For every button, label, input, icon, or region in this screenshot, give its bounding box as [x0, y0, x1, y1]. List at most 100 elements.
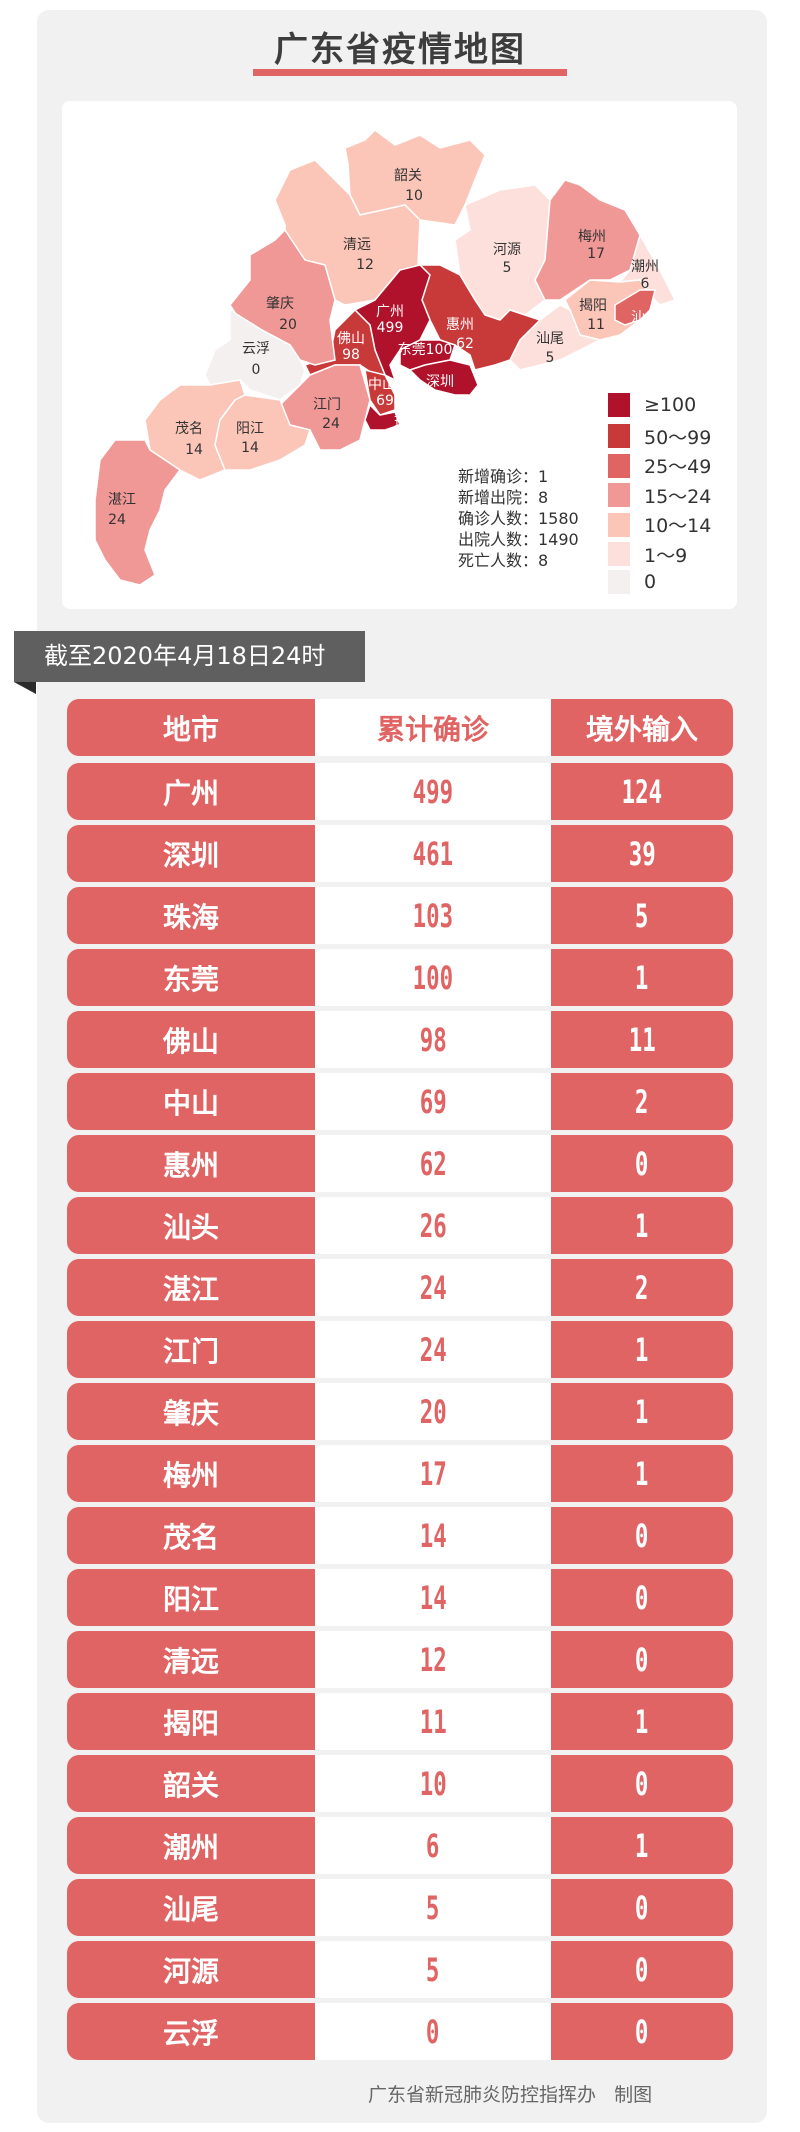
- imported-value: 124: [621, 772, 663, 811]
- table-row: 江门 24 1: [67, 1321, 733, 1378]
- imported-value: 0: [635, 2012, 649, 2051]
- confirmed-cell: 6: [315, 1817, 551, 1874]
- imported-cell: 1: [551, 1321, 733, 1378]
- guangdong-map: [94, 129, 677, 586]
- banner-fold: [14, 682, 36, 694]
- region-6: [614, 289, 656, 326]
- legend-label: 25～49: [644, 456, 712, 478]
- table-row: 中山 69 2: [67, 1073, 733, 1130]
- stat-line: 确诊人数：1580: [458, 509, 579, 528]
- imported-cell: 5: [551, 887, 733, 944]
- legend-swatch: [608, 424, 630, 448]
- confirmed-cell: 461: [315, 825, 551, 882]
- imported-value: 1: [635, 1206, 649, 1245]
- region-name-label: 梅州: [578, 229, 606, 245]
- confirmed-value: 499: [412, 772, 454, 811]
- table-row: 佛山 98 11: [67, 1011, 733, 1068]
- city-cell: 河源: [67, 1941, 315, 1998]
- region-name-label: 湛江: [108, 492, 136, 508]
- confirmed-cell: 14: [315, 1569, 551, 1626]
- legend-swatch: [608, 483, 630, 507]
- region-name-label: 惠州: [446, 317, 474, 333]
- imported-cell: 1: [551, 1693, 733, 1750]
- region-name-label: 茂名: [175, 421, 203, 437]
- footer-credit: 广东省新冠肺炎防控指挥办 制图: [368, 2084, 653, 2106]
- city-cell: 深圳: [67, 825, 315, 882]
- legend-label: ≥100: [644, 394, 697, 416]
- region-name-label: 河源: [493, 242, 521, 258]
- city-cell: 湛江: [67, 1259, 315, 1316]
- title-underline: [253, 69, 567, 76]
- imported-value: 0: [635, 1950, 649, 1989]
- imported-cell: 1: [551, 1197, 733, 1254]
- legend-swatch: [608, 393, 630, 417]
- imported-cell: 1: [551, 1383, 733, 1440]
- city-cell: 清远: [67, 1631, 315, 1688]
- table-row: 东莞 100 1: [67, 949, 733, 1006]
- table-header: 地市 累计确诊 境外输入: [67, 699, 733, 756]
- imported-cell: 0: [551, 1941, 733, 1998]
- confirmed-cell: 17: [315, 1445, 551, 1502]
- imported-value: 0: [635, 1640, 649, 1679]
- imported-value: 1: [635, 1392, 649, 1431]
- table-row: 韶关 10 0: [67, 1755, 733, 1812]
- stat-line: 出院人数：1490: [458, 530, 579, 549]
- legend-item: 50～99: [608, 423, 711, 450]
- region-name-label: 云浮: [242, 341, 270, 357]
- imported-cell: 1: [551, 1817, 733, 1874]
- stat-line: 新增出院：8: [458, 488, 549, 507]
- region-value-label: 12: [356, 257, 374, 273]
- table-row: 清远 12 0: [67, 1631, 733, 1688]
- region-value-label: 98: [342, 347, 360, 363]
- confirmed-value: 98: [419, 1020, 447, 1059]
- table-row: 湛江 24 2: [67, 1259, 733, 1316]
- imported-cell: 124: [551, 763, 733, 820]
- legend-label: 50～99: [644, 426, 712, 449]
- confirmed-value: 62: [419, 1144, 447, 1183]
- confirmed-cell: 69: [315, 1073, 551, 1130]
- table-row: 阳江 14 0: [67, 1569, 733, 1626]
- region-name-label: 汕尾: [536, 331, 564, 347]
- table-row: 河源 5 0: [67, 1941, 733, 1998]
- table-row: 肇庆 20 1: [67, 1383, 733, 1440]
- legend-swatch: [608, 542, 630, 566]
- region-name: 东莞: [397, 342, 426, 358]
- table-row: 云浮 0 0: [67, 2003, 733, 2060]
- confirmed-value: 26: [419, 1206, 447, 1245]
- imported-value: 1: [635, 958, 649, 997]
- region-value-label: 24: [322, 416, 340, 432]
- imported-cell: 39: [551, 825, 733, 882]
- confirmed-value: 461: [412, 834, 454, 873]
- confirmed-value: 12: [419, 1640, 447, 1679]
- confirmed-cell: 14: [315, 1507, 551, 1564]
- region-value-label: 6: [640, 276, 650, 292]
- table-row: 茂名 14 0: [67, 1507, 733, 1564]
- date-banner: 截至2020年4月18日24时: [14, 631, 365, 682]
- confirmed-value: 24: [419, 1330, 447, 1369]
- city-cell: 梅州: [67, 1445, 315, 1502]
- region-name-label: 广州: [376, 304, 404, 320]
- region-16: [229, 228, 336, 366]
- legend-swatch: [608, 570, 630, 594]
- table-row: 汕头 26 1: [67, 1197, 733, 1254]
- city-cell: 潮州: [67, 1817, 315, 1874]
- region-name-label: 中山: [368, 377, 396, 393]
- legend-item: 15～24: [608, 482, 711, 509]
- legend-label: 0: [644, 571, 657, 593]
- region-value-label: 26: [640, 328, 658, 344]
- imported-value: 2: [635, 1268, 649, 1307]
- region-value-label: 14: [241, 440, 259, 456]
- region-name-label: 佛山: [337, 331, 365, 347]
- region-value-label: 17: [587, 246, 605, 262]
- region-value-label: 24: [108, 512, 126, 528]
- stats-summary: 新增确诊：1 新增出院：8 确诊人数：1580 出院人数：1490 死亡人数：8: [458, 466, 579, 571]
- region-5: [564, 279, 651, 341]
- imported-value: 2: [635, 1082, 649, 1121]
- city-cell: 佛山: [67, 1011, 315, 1068]
- page-title: 广东省疫情地图: [274, 30, 526, 70]
- imported-value: 1: [635, 1826, 649, 1865]
- region-name-label: 汕头: [631, 310, 659, 326]
- imported-cell: 0: [551, 1755, 733, 1812]
- confirmed-cell: 62: [315, 1135, 551, 1192]
- region-value-label: 69: [376, 393, 394, 409]
